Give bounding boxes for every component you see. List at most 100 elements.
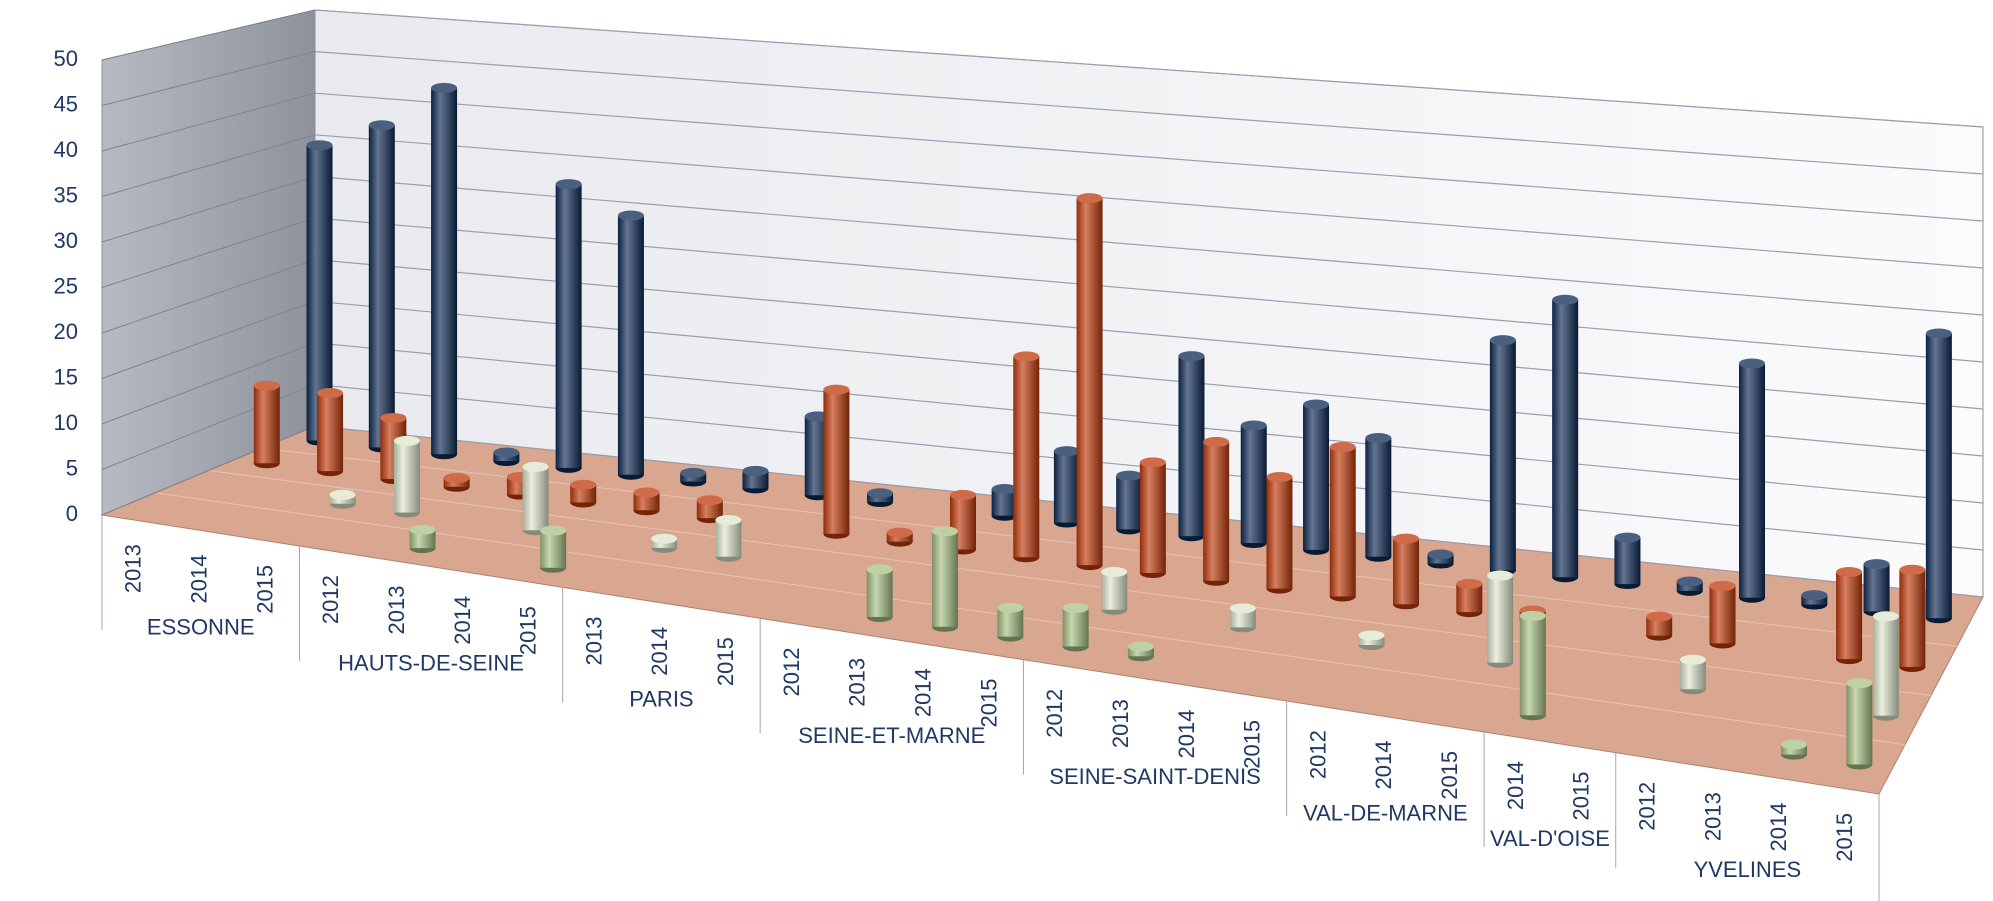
cylinder-top	[1646, 611, 1673, 622]
cylinder-body	[1062, 607, 1089, 647]
cylinder	[1676, 576, 1703, 596]
x-tick-label: 2012	[1042, 689, 1067, 738]
cylinder	[1552, 294, 1579, 583]
cylinder-body	[1519, 615, 1546, 716]
cylinder-body	[1178, 356, 1205, 537]
cylinder	[1053, 446, 1080, 528]
cylinder-body	[1646, 616, 1673, 636]
cylinder	[1679, 654, 1706, 695]
y-tick-label: 15	[54, 364, 78, 389]
cylinder-top	[317, 388, 344, 399]
x-tick-label: 2015	[1569, 772, 1594, 821]
cylinder	[1614, 532, 1641, 590]
cylinder-top	[886, 527, 913, 538]
group-label: PARIS	[629, 687, 693, 712]
cylinder	[1456, 578, 1483, 618]
cylinder-top	[1676, 576, 1703, 587]
cylinder	[867, 488, 894, 508]
cylinder-top	[1614, 532, 1641, 543]
group-label: VAL-D'OISE	[1490, 826, 1610, 851]
group-label: SEINE-ET-MARNE	[798, 723, 985, 748]
cylinder-top	[1427, 549, 1454, 560]
y-tick-label: 25	[54, 273, 78, 298]
x-tick-label: 2013	[1108, 699, 1133, 748]
x-tick-label: 2015	[1832, 813, 1857, 862]
grid-line	[101, 175, 316, 243]
cylinder	[1116, 470, 1143, 535]
cylinder-body	[1487, 575, 1514, 663]
cylinder	[409, 524, 436, 554]
group-label: ESSONNE	[147, 614, 255, 639]
cylinder	[997, 602, 1024, 642]
cylinder-body	[368, 125, 395, 448]
cylinder	[555, 179, 582, 473]
cylinder-body	[932, 531, 959, 627]
x-tick-label: 2012	[1634, 782, 1659, 831]
cylinder	[696, 495, 723, 524]
cylinder-body	[1846, 683, 1873, 765]
cylinder	[932, 526, 959, 632]
cylinder-top	[1365, 433, 1392, 444]
cylinder-body	[522, 466, 549, 531]
cylinder-body	[1899, 569, 1926, 667]
cylinder	[1178, 351, 1205, 542]
grid-line	[314, 217, 1984, 363]
cylinder-top	[949, 489, 976, 500]
x-tick-label: 2015	[516, 606, 541, 655]
grid-line	[101, 300, 316, 379]
y-tick-label: 45	[54, 91, 78, 116]
cylinder	[617, 210, 644, 480]
cylinder-top	[1487, 570, 1514, 581]
cylinder-top	[617, 210, 644, 221]
x-tick-label: 2013	[121, 544, 146, 593]
x-tick-label: 2014	[910, 668, 935, 717]
cylinder-top	[715, 515, 742, 526]
cylinder-top	[393, 435, 420, 446]
cylinder	[651, 533, 678, 553]
x-tick-label: 2013	[384, 586, 409, 635]
cylinder-body	[1303, 404, 1330, 550]
cylinder	[431, 82, 458, 460]
cylinder-body	[1739, 363, 1766, 598]
cylinder-top	[1266, 472, 1293, 483]
cylinder	[1925, 328, 1952, 624]
grid-line	[314, 259, 1984, 410]
x-tick-label: 2015	[713, 637, 738, 686]
cylinder-top	[1240, 420, 1267, 431]
grid-line	[101, 217, 316, 288]
cylinder	[680, 467, 707, 487]
cylinder-top	[1116, 470, 1143, 481]
cylinder	[393, 435, 420, 518]
cylinder	[443, 473, 470, 492]
cylinder-top	[823, 384, 850, 395]
cylinder-top	[409, 524, 436, 535]
x-tick-label: 2015	[252, 565, 277, 614]
cylinder-body	[866, 569, 893, 617]
cylinder	[493, 447, 520, 467]
cylinder-top	[1393, 533, 1420, 544]
x-tick-label: 2014	[187, 555, 212, 604]
cylinder-body	[1329, 446, 1356, 597]
cylinder-body	[317, 393, 344, 472]
cylinder-top	[1062, 602, 1089, 613]
cylinder-top	[651, 533, 678, 544]
y-tick-label: 0	[66, 501, 78, 526]
cylinder	[570, 479, 597, 508]
cylinder-top	[1139, 457, 1166, 468]
cylinder-body	[1139, 462, 1166, 573]
cylinder	[1781, 739, 1808, 760]
cylinder	[1709, 580, 1736, 649]
cylinder-top	[1329, 441, 1356, 452]
cylinder-top	[570, 479, 597, 490]
cylinder-top	[1229, 603, 1256, 614]
y-tick-label: 20	[54, 319, 78, 344]
cylinder	[1427, 549, 1454, 569]
cylinder-top	[522, 461, 549, 472]
cylinder-top	[1519, 610, 1546, 621]
y-tick-label: 35	[54, 182, 78, 207]
cylinder-body	[1393, 538, 1420, 605]
cylinder-top	[1872, 611, 1899, 622]
cylinder-top	[1358, 630, 1385, 641]
cylinder-body	[1489, 340, 1516, 571]
cylinder	[1229, 603, 1256, 633]
